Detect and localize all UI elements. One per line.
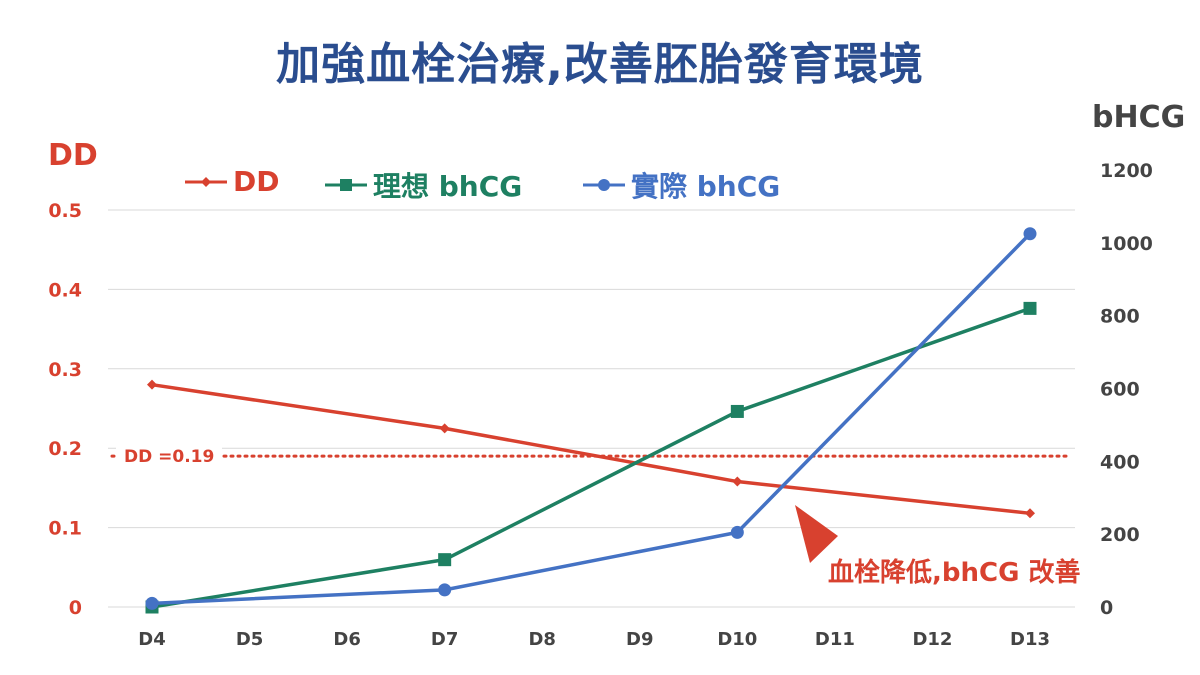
chart-title: 加強血栓治療,改善胚胎發育環境 — [276, 39, 924, 90]
legend-item-ideal: 理想 bhCG — [325, 165, 522, 205]
right-tick-label: 1000 — [1100, 233, 1153, 255]
data-point-ideal-bhcg — [438, 553, 452, 567]
x-tick-label: D8 — [528, 629, 555, 650]
data-point-dd — [732, 476, 743, 487]
data-point-actual-bhcg — [145, 596, 159, 610]
legend-label-actual: 實際 bhCG — [631, 170, 781, 203]
left-tick-label: 0.1 — [48, 518, 82, 540]
right-tick-label: 1200 — [1100, 160, 1153, 182]
left-tick-label: 0.2 — [48, 438, 82, 460]
annotation-text: 血栓降低,bhCG 改善 — [828, 558, 1081, 588]
legend-item-dd: DD — [185, 165, 279, 198]
legend-diamond-icon — [185, 176, 227, 187]
data-point-actual-bhcg — [1023, 227, 1037, 241]
x-tick-label: D12 — [912, 629, 952, 650]
series-line-dd — [151, 382, 1031, 516]
right-axis-title: bHCG — [1092, 100, 1186, 135]
left-tick-label: 0.4 — [48, 279, 82, 301]
x-tick-label: D4 — [138, 629, 165, 650]
legend-label-dd: DD — [233, 165, 280, 198]
data-point-ideal-bhcg — [1023, 301, 1037, 315]
right-tick-label: 400 — [1100, 451, 1140, 473]
left-axis-title: DD — [48, 138, 98, 173]
legend-square-icon — [325, 179, 367, 191]
reference-line-label: DD =0.19 — [124, 447, 214, 467]
series-line-ideal-bhcg — [151, 306, 1031, 609]
left-tick-label: 0.3 — [48, 359, 82, 381]
x-tick-label: D11 — [815, 629, 855, 650]
annotation-arrow-icon — [795, 505, 838, 563]
x-tick-label: D6 — [333, 629, 360, 650]
data-point-dd — [147, 379, 157, 390]
data-point-actual-bhcg — [730, 525, 744, 539]
right-tick-label: 800 — [1100, 306, 1140, 328]
series-line-actual-bhcg — [151, 232, 1032, 606]
data-point-dd — [439, 423, 450, 434]
legend-label-ideal: 理想 bhCG — [373, 170, 523, 203]
x-tick-label: D9 — [626, 629, 653, 650]
left-tick-label: 0.5 — [48, 200, 82, 222]
right-tick-label: 0 — [1100, 597, 1113, 619]
data-point-ideal-bhcg — [730, 404, 744, 418]
x-tick-label: D13 — [1010, 629, 1050, 650]
legend-circle-icon — [583, 179, 625, 191]
data-point-actual-bhcg — [438, 583, 452, 597]
legend-item-actual: 實際 bhCG — [583, 165, 780, 205]
data-point-dd — [1025, 508, 1035, 519]
x-tick-label: D7 — [431, 629, 458, 650]
reference-label-bg — [116, 443, 222, 470]
right-tick-label: 200 — [1100, 524, 1140, 546]
x-tick-label: D10 — [717, 629, 757, 650]
left-tick-label: 0 — [69, 597, 82, 619]
right-tick-label: 600 — [1100, 379, 1140, 401]
x-tick-label: D5 — [236, 629, 263, 650]
